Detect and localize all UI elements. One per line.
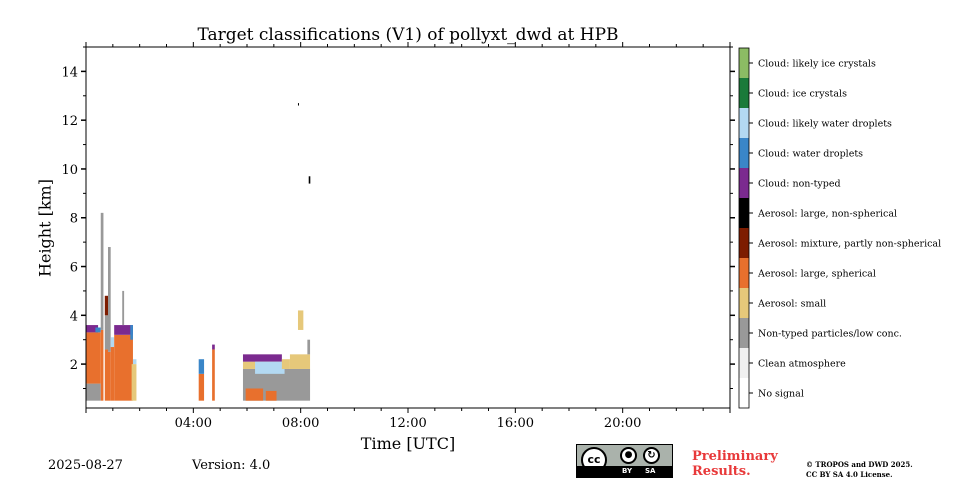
class-region-0 bbox=[86, 383, 101, 401]
footer-version: Version: 4.0 bbox=[192, 458, 271, 473]
class-region-26 bbox=[255, 361, 285, 374]
y-tick-label-2: 6 bbox=[70, 261, 78, 276]
classification-regions bbox=[86, 103, 311, 401]
cc-sa-icon: ↻ bbox=[643, 447, 660, 464]
class-region-25 bbox=[242, 354, 282, 362]
class-region-3 bbox=[95, 327, 101, 333]
colorbar-label-3: Aerosol: small bbox=[757, 299, 826, 310]
class-region-13 bbox=[114, 334, 133, 401]
colorbar-label-4: Aerosol: large, spherical bbox=[757, 269, 876, 280]
class-region-12 bbox=[110, 337, 115, 348]
colorbar-swatch-4 bbox=[739, 258, 749, 288]
colorbar-label-8: Cloud: water droplets bbox=[758, 149, 863, 160]
colorbar-label-5: Aerosol: mixture, partly non-spherical bbox=[757, 239, 941, 250]
colorbar-label-1: Clean atmosphere bbox=[758, 359, 846, 370]
colorbar: No signal Clean atmosphere Non-typed parti… bbox=[738, 47, 941, 409]
y-tick-label-3: 8 bbox=[70, 212, 78, 227]
x-tick-label-0: 04:00 bbox=[175, 416, 212, 431]
chart-title: Target classifications (V1) of pollyxt_d… bbox=[197, 25, 619, 45]
colorbar-label-10: Cloud: ice crystals bbox=[758, 89, 847, 100]
class-region-28 bbox=[289, 354, 311, 369]
class-region-15 bbox=[122, 290, 125, 326]
class-region-1 bbox=[86, 332, 101, 384]
class-region-33 bbox=[308, 176, 311, 184]
y-tick-label-4: 10 bbox=[61, 163, 78, 178]
class-region-31 bbox=[245, 388, 264, 401]
class-region-30 bbox=[297, 310, 304, 330]
axes: 04:00 08:00 12:00 16:00 20:00 2 4 6 8 10 12 14 bbox=[61, 42, 735, 431]
preliminary-line2: Results. bbox=[692, 464, 751, 479]
preliminary-notice: Preliminary Results. bbox=[692, 449, 778, 479]
footer-date: 2025-08-27 bbox=[48, 458, 123, 473]
class-region-34 bbox=[297, 103, 299, 106]
class-region-8 bbox=[104, 295, 109, 316]
colorbar-swatch-3 bbox=[739, 288, 749, 318]
cc-sa-label: SA bbox=[645, 467, 656, 475]
class-region-16 bbox=[130, 325, 133, 340]
x-tick-label-2: 12:00 bbox=[389, 416, 426, 431]
class-region-6 bbox=[104, 349, 109, 401]
class-region-22 bbox=[212, 344, 215, 350]
colorbar-swatch-2 bbox=[739, 318, 749, 348]
colorbar-swatch-6 bbox=[739, 198, 749, 228]
y-tick-label-1: 4 bbox=[70, 309, 78, 324]
class-region-5 bbox=[100, 212, 104, 330]
cc-strip: BY SA bbox=[577, 466, 672, 477]
colorbar-swatch-8 bbox=[739, 138, 749, 168]
cc-by-label: BY bbox=[622, 467, 633, 475]
y-tick-label-0: 2 bbox=[70, 358, 78, 373]
class-region-18 bbox=[132, 359, 137, 365]
class-region-4 bbox=[100, 329, 104, 401]
preliminary-line1: Preliminary bbox=[692, 449, 778, 464]
colorbar-frame bbox=[738, 47, 750, 409]
x-tick-label-4: 20:00 bbox=[604, 416, 641, 431]
colorbar-label-6: Aerosol: large, non-spherical bbox=[757, 209, 897, 220]
class-region-9 bbox=[108, 351, 111, 401]
copyright-notice: © TROPOS and DWD 2025. CC BY SA 4.0 Lice… bbox=[806, 460, 913, 480]
y-tick-label-6: 14 bbox=[61, 65, 78, 80]
class-region-27 bbox=[281, 359, 290, 369]
class-region-19 bbox=[198, 373, 205, 401]
class-region-11 bbox=[110, 347, 115, 401]
x-tick-label-3: 16:00 bbox=[497, 416, 534, 431]
colorbar-swatch-5 bbox=[739, 228, 749, 258]
class-region-7 bbox=[104, 315, 109, 350]
colorbar-swatch-9 bbox=[739, 108, 749, 138]
colorbar-swatch-0 bbox=[739, 378, 749, 408]
class-region-21 bbox=[212, 349, 215, 401]
y-axis-label: Height [km] bbox=[35, 179, 55, 277]
class-region-17 bbox=[131, 364, 137, 401]
class-region-2 bbox=[86, 325, 99, 333]
class-region-10 bbox=[108, 247, 111, 352]
colorbar-label-11: Cloud: likely ice crystals bbox=[758, 59, 876, 70]
colorbar-swatch-11 bbox=[739, 48, 749, 78]
x-tick-label-1: 08:00 bbox=[282, 416, 319, 431]
colorbar-label-7: Cloud: non-typed bbox=[758, 179, 841, 190]
plot-frame bbox=[85, 46, 731, 409]
copyright-line1: © TROPOS and DWD 2025. bbox=[806, 460, 913, 469]
copyright-line2: CC BY SA 4.0 License. bbox=[806, 470, 893, 479]
class-region-14 bbox=[114, 325, 133, 335]
x-axis-label: Time [UTC] bbox=[360, 434, 456, 453]
colorbar-swatch-1 bbox=[739, 348, 749, 378]
colorbar-label-0: No signal bbox=[758, 389, 804, 400]
colorbar-label-9: Cloud: likely water droplets bbox=[758, 119, 892, 130]
colorbar-label-2: Non-typed particles/low conc. bbox=[758, 329, 902, 340]
cc-by-icon: ● bbox=[620, 447, 637, 464]
colorbar-swatch-7 bbox=[739, 168, 749, 198]
class-region-29 bbox=[307, 339, 311, 355]
cc-license-badge: cc ● ↻ BY SA bbox=[576, 444, 673, 478]
class-region-32 bbox=[265, 390, 277, 401]
class-region-20 bbox=[198, 359, 205, 374]
y-tick-label-5: 12 bbox=[61, 114, 78, 129]
colorbar-swatch-10 bbox=[739, 78, 749, 108]
